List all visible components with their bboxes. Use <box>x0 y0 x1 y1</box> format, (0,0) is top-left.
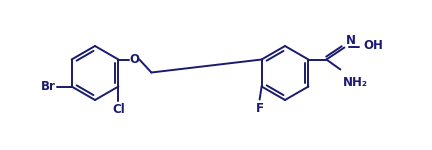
Text: N: N <box>345 33 356 46</box>
Text: Br: Br <box>41 80 56 93</box>
Text: Cl: Cl <box>112 102 125 116</box>
Text: OH: OH <box>363 39 383 52</box>
Text: F: F <box>256 102 264 114</box>
Text: NH₂: NH₂ <box>343 75 367 88</box>
Text: O: O <box>129 53 140 66</box>
